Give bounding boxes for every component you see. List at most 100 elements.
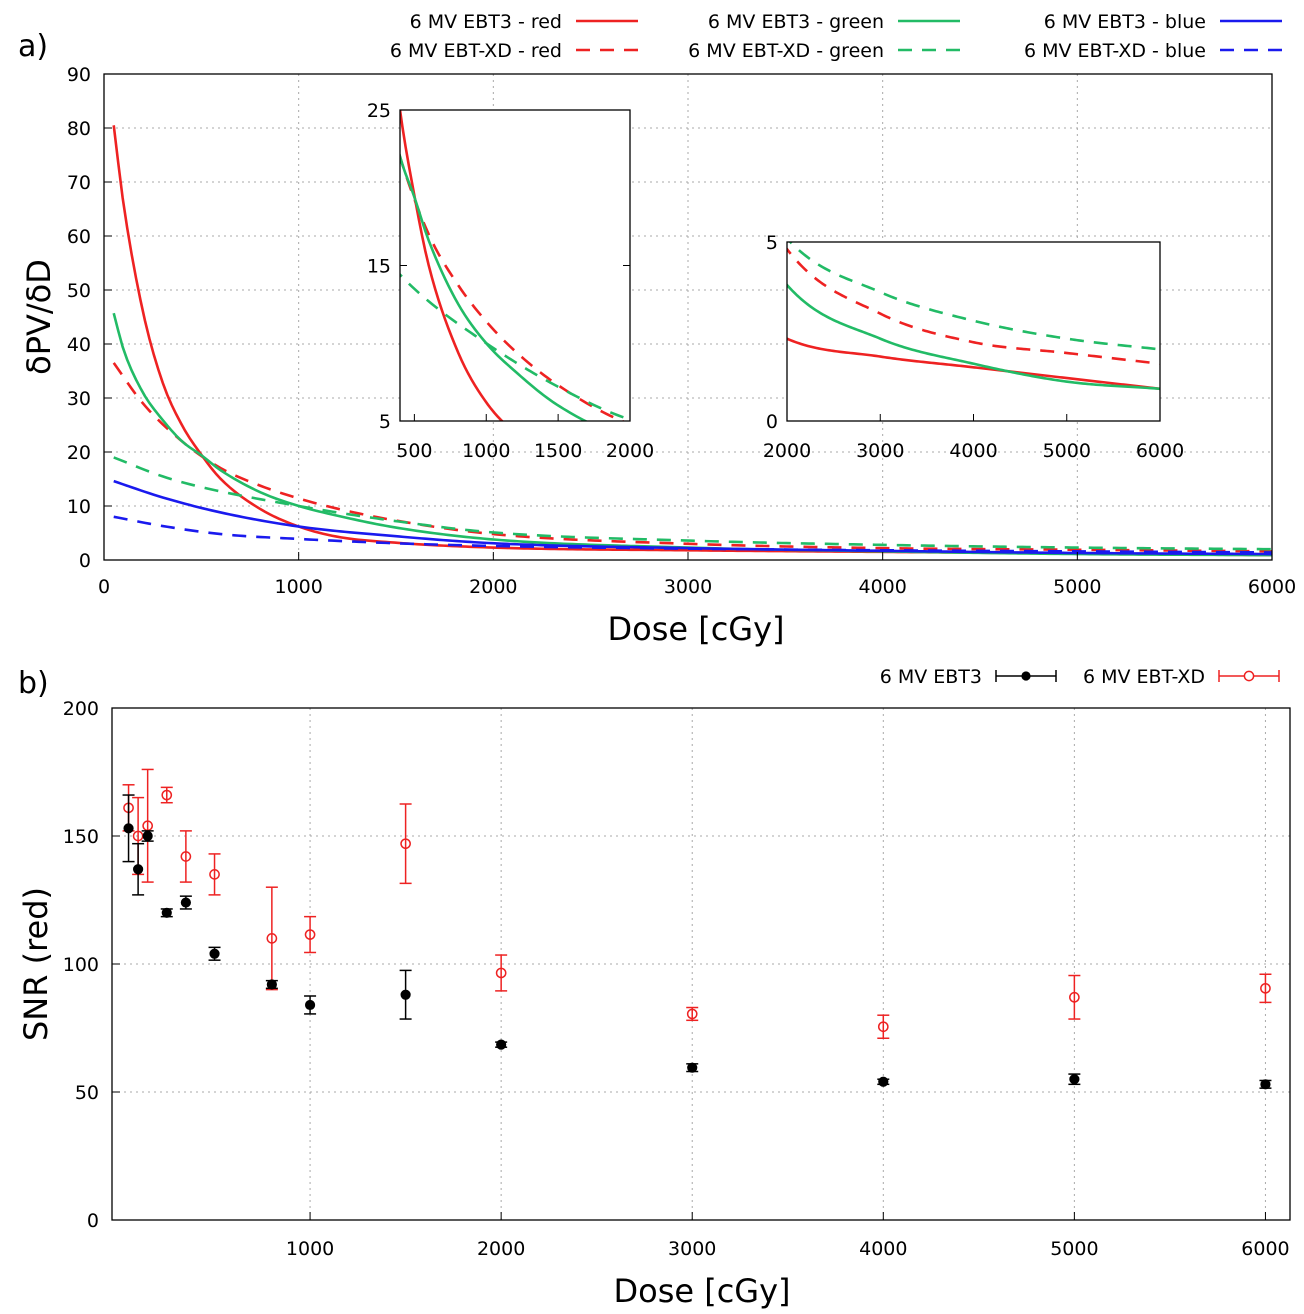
data-point <box>496 1039 507 1050</box>
panel-b-grid <box>112 708 1290 1220</box>
x-tick-label: 1000 <box>286 1238 334 1260</box>
legend-marker-6-mv-ebt3 <box>1021 671 1031 681</box>
inset-x-tick-label: 5000 <box>1043 440 1091 462</box>
x-tick-label: 3000 <box>664 576 712 598</box>
y-tick-label: 20 <box>67 442 91 464</box>
x-tick-label: 5000 <box>1050 1238 1098 1260</box>
series-line-6-mv-ebt-xd-red <box>112 362 1273 553</box>
data-point <box>133 864 144 875</box>
inset-line-6-mv-ebt-xd-green <box>788 242 1160 351</box>
series-6-mv-ebt-xd <box>122 768 1272 1039</box>
legend-label-6-mv-ebt3: 6 MV EBT3 <box>880 666 982 688</box>
panel-b: b) 1000 2000 3000 4000 5000 6000050100150200 … <box>17 666 1291 1310</box>
data-point <box>400 838 411 850</box>
x-tick-label: 2000 <box>477 1238 525 1260</box>
inset-line-6-mv-ebt3-red <box>400 110 504 421</box>
data-point <box>877 1021 889 1033</box>
inset-x-tick-label: 4000 <box>949 440 997 462</box>
x-tick-label: 0 <box>98 576 110 598</box>
legend-label-6-mv-ebt3-blue: 6 MV EBT3 - blue <box>1044 11 1206 33</box>
panel-b-label: b) <box>18 666 49 701</box>
inset-x-tick-label: 1000 <box>462 440 510 462</box>
inset-series <box>787 242 1160 391</box>
panel-a: a) 0 1000 2000 3000 4000 5000 6000010203040506… <box>18 11 1296 648</box>
data-point <box>1260 1079 1271 1090</box>
y-tick-label: 90 <box>67 64 91 86</box>
inset-background <box>400 110 630 421</box>
data-point <box>304 929 316 940</box>
legend-label-6-mv-ebt3-green: 6 MV EBT3 - green <box>708 11 884 33</box>
data-point <box>686 1008 698 1020</box>
data-point <box>304 999 316 1011</box>
x-tick-label: 4000 <box>859 1238 907 1260</box>
y-tick-label: 200 <box>63 698 99 720</box>
inset-x-tick-label: 1500 <box>534 440 582 462</box>
legend-label-6-mv-ebt-xd-red: 6 MV EBT-XD - red <box>390 40 562 62</box>
legend-label-6-mv-ebt-xd-green: 6 MV EBT-XD - green <box>688 40 884 62</box>
data-point <box>180 851 192 862</box>
x-tick-label: 6000 <box>1241 1238 1289 1260</box>
panel-b-ticks: 1000 2000 3000 4000 5000 6000 0 50 100 150 200 <box>63 698 1290 1260</box>
y-tick-label: 0 <box>87 1210 99 1232</box>
series-line-6-mv-ebt-xd-blue <box>113 515 1273 554</box>
y-tick-label: 0 <box>79 550 91 572</box>
y-tick-label: 50 <box>75 1082 99 1104</box>
inset-line-6-mv-ebt3-red <box>787 337 1160 391</box>
data-point <box>123 823 134 834</box>
panel-a-ylabel: δPV/δD <box>20 259 58 375</box>
data-point <box>495 967 507 979</box>
panel-b-legend: 6 MV EBT3 6 MV EBT-XD <box>880 666 1280 688</box>
x-tick-label: 2000 <box>469 576 517 598</box>
legend-marker-6-mv-ebt-xd <box>1243 670 1255 682</box>
y-tick-label: 150 <box>63 826 99 848</box>
panel-b-series <box>122 768 1272 1090</box>
panel-a-legend: 6 MV EBT3 - red 6 MV EBT-XD - red 6 MV EBT… <box>390 11 1282 62</box>
data-point <box>1260 982 1271 994</box>
panel-a-xlabel: Dose [cGy] <box>607 610 784 648</box>
series-line-6-mv-ebt-xd-green <box>113 456 1273 551</box>
inset-line-6-mv-ebt3-green <box>787 282 1160 391</box>
inset-y-tick-label: 5 <box>766 232 778 254</box>
legend-label-6-mv-ebt-xd-blue: 6 MV EBT-XD - blue <box>1024 40 1206 62</box>
inset-2: 2000 3000 4000 5000 6000 0 5 <box>763 232 1184 462</box>
legend-label-6-mv-ebt-xd: 6 MV EBT-XD <box>1083 666 1205 688</box>
inset-series <box>400 110 630 421</box>
y-tick-label: 70 <box>67 172 91 194</box>
data-point <box>400 989 411 1000</box>
y-tick-label: 60 <box>67 226 91 248</box>
data-point <box>209 948 220 959</box>
data-point <box>161 907 172 918</box>
legend-label-6-mv-ebt3-red: 6 MV EBT3 - red <box>410 11 562 33</box>
y-tick-label: 100 <box>63 954 99 976</box>
inset-x-tick-label: 6000 <box>1136 440 1184 462</box>
y-tick-label: 80 <box>67 118 91 140</box>
inset-line-6-mv-ebt-xd-green <box>400 272 630 421</box>
data-point <box>878 1076 889 1087</box>
panel-a-series <box>112 125 1273 557</box>
inset-y-tick-label: 15 <box>367 256 391 278</box>
data-point <box>266 979 277 990</box>
inset-line-6-mv-ebt3-green <box>400 151 589 421</box>
inset-x-tick-label: 3000 <box>856 440 904 462</box>
data-point <box>1069 991 1080 1003</box>
y-tick-label: 50 <box>67 280 91 302</box>
inset-y-tick-label: 0 <box>766 411 778 433</box>
data-point <box>161 789 173 801</box>
data-point <box>687 1062 698 1073</box>
x-tick-label: 4000 <box>858 576 906 598</box>
y-tick-label: 40 <box>67 334 91 356</box>
panel-a-label: a) <box>18 29 48 64</box>
inset-background <box>787 242 1160 421</box>
inset-y-tick-label: 5 <box>379 411 391 433</box>
y-tick-label: 10 <box>67 496 91 518</box>
panel-b-ylabel: SNR (red) <box>17 887 55 1041</box>
series-6-mv-ebt3 <box>122 794 1272 1090</box>
y-tick-label: 30 <box>67 388 91 410</box>
inset-x-tick-label: 500 <box>396 440 432 462</box>
data-point <box>142 830 153 842</box>
panel-a-ticks: 0 1000 2000 3000 4000 5000 6000010203040506070… <box>67 64 1296 598</box>
data-point <box>180 897 191 908</box>
x-tick-label: 1000 <box>274 576 322 598</box>
inset-1: 500 1000 1500 2000 5 15 25 <box>367 100 654 462</box>
